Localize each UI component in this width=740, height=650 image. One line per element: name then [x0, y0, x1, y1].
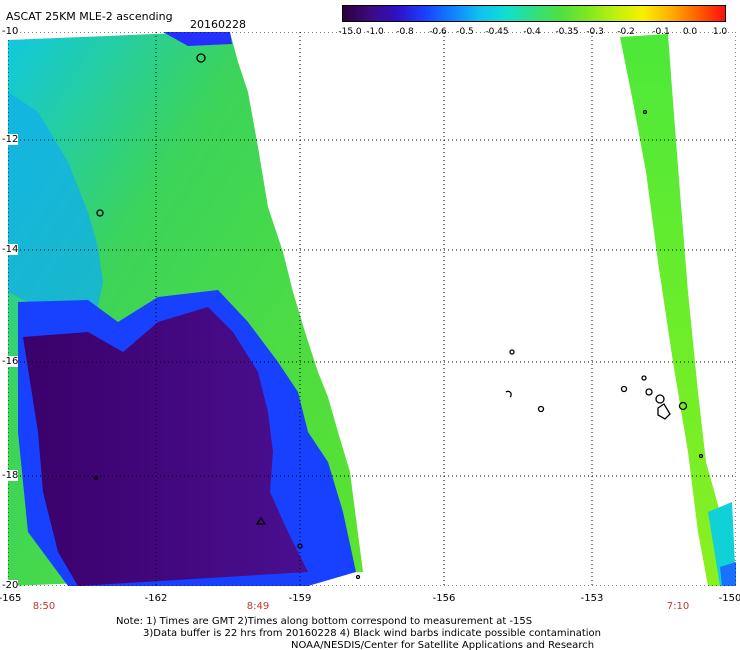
latitude-tick-label: -18 — [2, 470, 19, 481]
island-outline — [642, 109, 648, 115]
island-outline — [196, 53, 206, 63]
island-outline — [93, 475, 99, 481]
swath-left-top-blue — [163, 32, 232, 46]
swath-right-blue — [720, 562, 736, 586]
island-outline — [620, 385, 628, 393]
right-swath — [620, 34, 736, 586]
island-outline — [96, 209, 104, 217]
colorbar-tick-label: -0.3 — [586, 27, 604, 37]
island-outline — [297, 543, 303, 549]
island-outline — [641, 375, 647, 381]
colorbar-tick-label: -1.0 — [366, 27, 384, 37]
footnote-line-1: Note: 1) Times are GMT 2)Times along bot… — [116, 616, 533, 627]
pass-time-label: 7:10 — [666, 601, 690, 612]
island-outline — [537, 405, 545, 413]
product-date: 20160228 — [190, 18, 246, 31]
island-outline — [645, 388, 653, 396]
colorbar-tick-label: -0.2 — [617, 27, 635, 37]
longitude-tick-label: -165 — [0, 593, 22, 604]
pass-time-label: 8:49 — [246, 601, 270, 612]
island-outlines — [93, 53, 704, 580]
latitude-tick-label: -14 — [2, 244, 19, 255]
pass-time-label: 8:50 — [32, 601, 56, 612]
longitude-tick-label: -153 — [580, 593, 604, 604]
colorbar-tick-label: -0.35 — [555, 27, 579, 37]
footnote-line-2: 3)Data buffer is 22 hrs from 20160228 4)… — [143, 628, 601, 639]
map-plot — [8, 32, 736, 586]
colorbar-tick-label: 0.0 — [682, 27, 698, 37]
island-outline — [678, 401, 688, 411]
longitude-tick-label: -150 — [718, 593, 740, 604]
swath-right-base — [620, 34, 732, 586]
island-outline — [355, 574, 361, 580]
longitude-tick-label: -162 — [144, 593, 168, 604]
latitude-tick-label: -16 — [2, 356, 19, 367]
latitude-tick-label: -10 — [2, 26, 19, 37]
left-swath — [8, 32, 363, 586]
island-outline — [698, 453, 704, 459]
swath-left-purple-core — [23, 307, 308, 586]
latitude-tick-label: -20 — [2, 580, 19, 591]
island-outline — [505, 390, 512, 398]
lat-lon-grid — [8, 32, 736, 586]
longitude-tick-label: -159 — [288, 593, 312, 604]
product-title: ASCAT 25KM MLE-2 ascending — [6, 10, 173, 23]
footnote-line-3: NOAA/NESDIS/Center for Satellite Applica… — [291, 640, 595, 650]
island-outline — [657, 403, 671, 420]
island-outline — [655, 394, 665, 404]
colorbar — [342, 5, 726, 22]
island-outline — [509, 349, 515, 355]
longitude-tick-label: -156 — [432, 593, 456, 604]
latitude-tick-label: -12 — [2, 134, 19, 145]
swath-left-cyan-edge — [8, 92, 103, 312]
island-outline — [255, 516, 267, 525]
colorbar-tick-label: -0.6 — [429, 27, 447, 37]
colorbar-tick-label: -15.0 — [338, 27, 362, 37]
